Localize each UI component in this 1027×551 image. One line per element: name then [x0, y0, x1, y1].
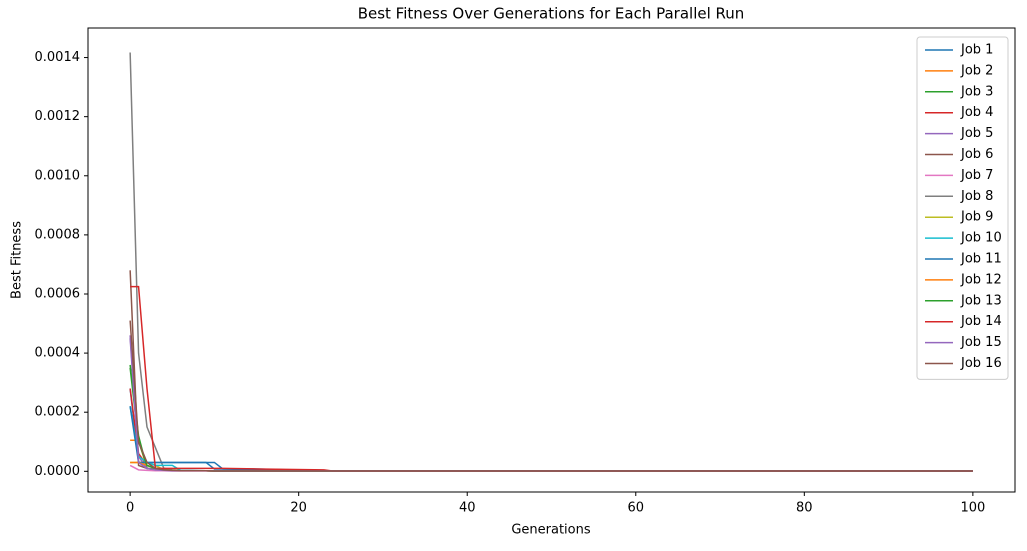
series-line	[130, 285, 973, 472]
series-line	[129, 406, 973, 472]
y-tick-label: 0.0002	[35, 405, 81, 420]
x-tick-label: 60	[627, 501, 644, 516]
legend-label: Job 6	[960, 147, 993, 162]
legend-label: Job 13	[960, 293, 1002, 308]
x-tick-label: 80	[796, 501, 813, 516]
series-line	[129, 388, 973, 472]
series-line	[129, 335, 973, 472]
x-tick-label: 0	[126, 501, 134, 516]
series-line	[130, 439, 973, 472]
legend-label: Job 5	[960, 126, 993, 141]
y-tick-label: 0.0014	[35, 50, 81, 65]
legend-label: Job 1	[960, 43, 993, 58]
chart-title: Best Fitness Over Generations for Each P…	[358, 5, 745, 23]
series-line	[129, 367, 973, 472]
legend-label: Job 16	[960, 356, 1002, 371]
legend-label: Job 14	[960, 314, 1002, 329]
series-line	[129, 320, 973, 472]
legend-label: Job 9	[960, 210, 993, 225]
y-axis-label: Best Fitness	[10, 221, 25, 299]
series-line	[129, 388, 973, 472]
y-tick-label: 0.0008	[35, 227, 81, 242]
y-tick-label: 0.0010	[35, 168, 81, 183]
series-line	[129, 270, 973, 472]
legend-label: Job 7	[960, 168, 993, 183]
series-line	[129, 364, 973, 472]
legend-label: Job 2	[960, 63, 993, 78]
y-tick-label: 0.0004	[35, 346, 81, 361]
series-line	[129, 406, 973, 472]
series-line	[129, 52, 973, 472]
x-tick-label: 20	[290, 501, 307, 516]
legend-label: Job 8	[960, 189, 993, 204]
legend-box	[916, 36, 1009, 380]
legend-label: Job 11	[960, 252, 1002, 267]
plot-frame	[87, 27, 1016, 493]
series-line	[129, 338, 973, 472]
legend-label: Job 10	[960, 231, 1002, 246]
x-tick-label: 40	[459, 501, 476, 516]
x-tick-label: 100	[960, 501, 985, 516]
y-tick-label: 0.0012	[35, 109, 81, 124]
legend-label: Job 3	[960, 84, 993, 99]
y-tick-label: 0.0000	[35, 464, 81, 479]
y-tick-label: 0.0006	[35, 286, 81, 301]
legend-label: Job 4	[960, 105, 993, 120]
x-axis-label: Generations	[511, 523, 591, 538]
legend-label: Job 12	[960, 272, 1002, 287]
legend-label: Job 15	[960, 335, 1002, 350]
